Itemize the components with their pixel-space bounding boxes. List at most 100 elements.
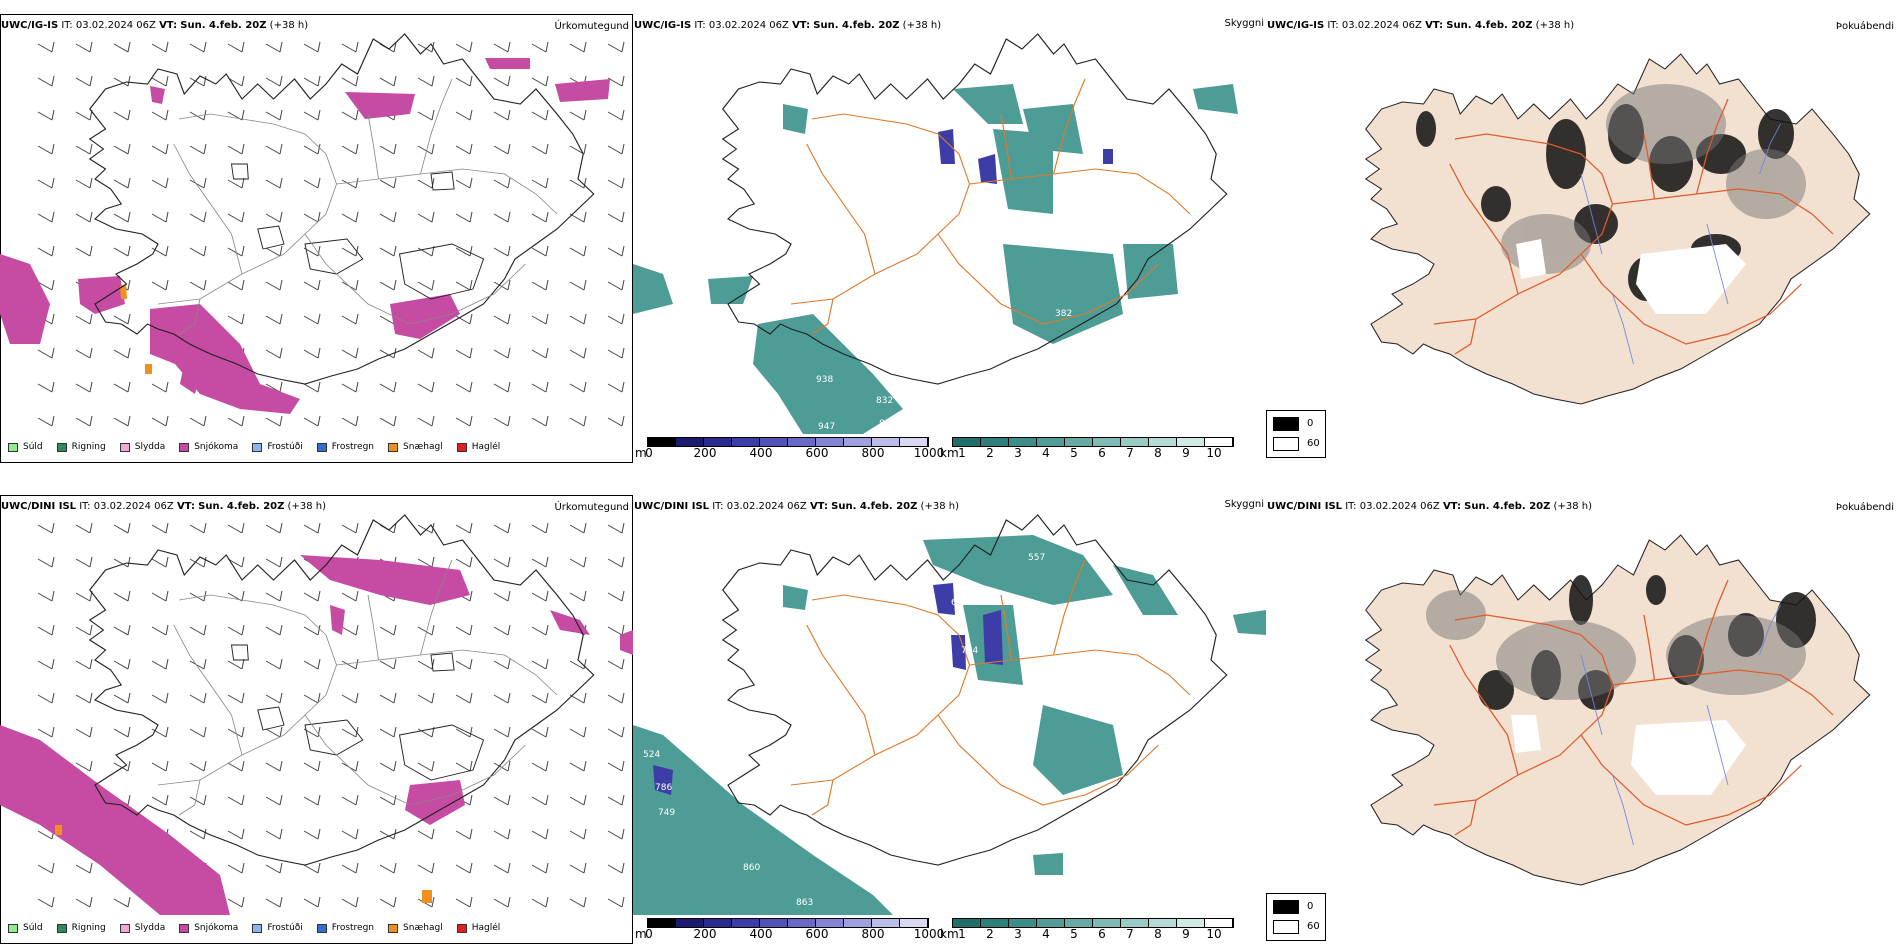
- legend-item: Rigning: [51, 442, 106, 452]
- value-label: 749: [658, 808, 675, 818]
- wind-barb-flag: [51, 658, 55, 670]
- wind-barb: [531, 898, 547, 908]
- wind-barb-flag: [355, 381, 359, 393]
- wind-barb-flag: [165, 381, 169, 393]
- wind-barb-flag: [355, 41, 359, 53]
- wind-barb-flag: [583, 177, 587, 189]
- wind-barb-flag: [469, 313, 473, 325]
- header: UWC/IG-IS IT: 03.02.2024 06Z VT: Sun. 4.…: [1, 20, 308, 31]
- wind-barb: [37, 247, 53, 257]
- wind-barb: [75, 179, 91, 189]
- wind-barb-flag: [241, 245, 245, 257]
- coastline: [88, 514, 595, 866]
- river-line: [1706, 704, 1729, 786]
- road-line: [969, 649, 1191, 696]
- wind-barb: [493, 762, 509, 772]
- wind-barb-flag: [51, 41, 55, 53]
- wind-barb-flag: [279, 692, 283, 704]
- value-label: 450: [1059, 339, 1076, 349]
- legend-swatch: [316, 923, 327, 933]
- wind-barb-flag: [165, 794, 169, 806]
- wind-barb-flag: [393, 41, 397, 53]
- wind-barb: [531, 524, 547, 534]
- wind-barb: [379, 626, 395, 636]
- wind-barb-flag: [583, 658, 587, 670]
- precip-map: [0, 514, 633, 915]
- wind-barb: [531, 383, 547, 393]
- wind-barb-flag: [317, 41, 321, 53]
- wind-barb-flag: [317, 726, 321, 738]
- ceiling-visibility-panel-dini: 557 697 784 786 749 860 863 524 UWC/DINI…: [633, 495, 1266, 944]
- it-label: IT:: [712, 501, 724, 512]
- wind-barb: [531, 213, 547, 223]
- wind-barb: [303, 524, 319, 534]
- wind-barb-flag: [89, 245, 93, 257]
- legend-swatch: [119, 442, 130, 452]
- wind-barb-flag: [127, 109, 131, 121]
- colorbar-unit: m: [635, 446, 647, 460]
- wind-barb: [341, 728, 357, 738]
- river-line: [1706, 223, 1729, 305]
- wind-barb-flag: [317, 245, 321, 257]
- wind-barb: [113, 349, 129, 359]
- it-label: IT:: [79, 501, 91, 512]
- wind-barb-flag: [469, 794, 473, 806]
- vt-label: VT:: [159, 20, 178, 31]
- wind-barb-flag: [279, 313, 283, 325]
- wind-barb-flag: [621, 760, 625, 772]
- wind-barb-flag: [621, 522, 625, 534]
- wind-barb-flag: [545, 211, 549, 223]
- wind-barb: [151, 592, 167, 602]
- wind-barb: [265, 111, 281, 121]
- wind-barb-flag: [355, 624, 359, 636]
- wind-barb-flag: [89, 896, 93, 908]
- vt-value: Sun. 4.feb. 20Z: [1446, 20, 1533, 31]
- ceiling-map: 382 450 938 832 947 841: [633, 33, 1238, 434]
- colorbar-cell: [1065, 919, 1093, 927]
- wind-barb-flag: [621, 347, 625, 359]
- wind-barb-flag: [241, 313, 245, 325]
- low-visibility-areas: [633, 84, 1238, 434]
- wind-barb-flag: [279, 862, 283, 874]
- wind-barb-flag: [583, 279, 587, 291]
- wind-barb-flag: [355, 75, 359, 87]
- colorbar-tick-label: 200: [693, 927, 717, 941]
- wind-barb: [151, 179, 167, 189]
- wind-barb-flag: [51, 109, 55, 121]
- header: UWC/DINI ISL IT: 03.02.2024 06Z VT: Sun.…: [1267, 501, 1592, 512]
- wind-barb-flag: [51, 245, 55, 257]
- wind-barb-flag: [507, 41, 511, 53]
- road-line: [1580, 734, 1802, 826]
- land-path: [1364, 534, 1871, 886]
- colorbar-cell: [788, 919, 816, 927]
- wind-barb: [303, 626, 319, 636]
- wind-barb: [341, 830, 357, 840]
- wind-barb-flag: [545, 313, 549, 325]
- wind-barb-flag: [241, 726, 245, 738]
- wind-barb: [455, 558, 471, 568]
- colorbar-tick-label: 400: [749, 446, 773, 460]
- colorbar-cell: [981, 919, 1009, 927]
- wind-barb: [303, 864, 319, 874]
- wind-barb-flag: [89, 211, 93, 223]
- glacier-outline: [304, 719, 364, 756]
- wind-barb: [189, 694, 205, 704]
- wind-barb-flag: [127, 279, 131, 291]
- wind-barb-flag: [317, 313, 321, 325]
- wind-barb-flag: [317, 211, 321, 223]
- wind-barb: [113, 111, 129, 121]
- wind-barb-flag: [241, 862, 245, 874]
- wind-barb: [493, 349, 509, 359]
- wind-barb-flag: [165, 143, 169, 155]
- wind-barb: [607, 898, 623, 908]
- wind-barb: [607, 383, 623, 393]
- value-label: 841: [879, 419, 896, 429]
- wind-barb: [493, 524, 509, 534]
- legend-swatch: [8, 442, 18, 452]
- road-line: [937, 233, 1159, 325]
- wind-barb-flag: [583, 245, 587, 257]
- wind-barb-flag: [317, 590, 321, 602]
- colorbar-cells: [647, 918, 929, 928]
- legend-item: Súld: [2, 442, 43, 452]
- wind-barb-flag: [469, 347, 473, 359]
